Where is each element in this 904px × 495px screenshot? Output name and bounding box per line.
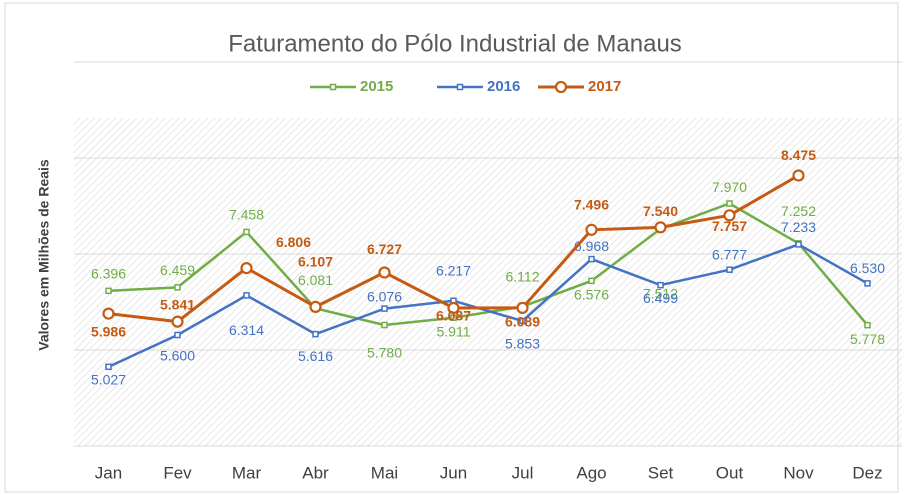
- point-marker: [381, 321, 388, 329]
- data-label: 6.396: [91, 266, 126, 282]
- data-label: 6.314: [229, 322, 264, 338]
- point-marker: [864, 280, 871, 287]
- data-label: 7.496: [574, 197, 609, 213]
- point-marker: [726, 200, 733, 207]
- data-label: 7.970: [712, 179, 747, 195]
- x-tick-label: Nov: [783, 463, 814, 482]
- point-marker: [516, 301, 529, 314]
- data-label: 5.778: [850, 331, 885, 347]
- data-label: 5.027: [91, 372, 126, 388]
- point-marker: [588, 255, 595, 263]
- point-marker: [312, 330, 319, 338]
- x-tick-label: Jul: [512, 463, 534, 482]
- data-label: 6.499: [643, 290, 678, 306]
- point-marker: [588, 277, 595, 285]
- legend-label: 2017: [588, 78, 621, 95]
- legend-label: 2015: [360, 78, 393, 95]
- data-label: 6.777: [712, 246, 747, 262]
- point-marker: [726, 266, 733, 273]
- point-marker: [243, 228, 250, 236]
- data-label: 6.081: [298, 272, 333, 288]
- data-label: 6.530: [850, 260, 885, 276]
- data-label: 7.512: [643, 286, 678, 302]
- data-label: 6.107: [298, 254, 333, 270]
- data-label: 5.600: [160, 348, 195, 364]
- point-marker: [864, 321, 871, 329]
- x-tick-label: Mar: [232, 463, 262, 482]
- point-marker: [378, 266, 391, 279]
- point-marker: [243, 292, 250, 299]
- point-marker: [657, 281, 664, 289]
- point-marker: [450, 314, 457, 322]
- chart-title: Faturamento do Pólo Industrial de Manaus: [228, 30, 682, 57]
- data-label: 7.252: [781, 203, 816, 219]
- data-label: 6.576: [574, 287, 609, 303]
- data-label: 7.458: [229, 207, 264, 223]
- point-marker: [585, 223, 598, 236]
- x-tick-label: Abr: [302, 463, 329, 482]
- data-label: 7.757: [712, 218, 747, 234]
- legend-marker: [554, 80, 568, 94]
- point-marker: [102, 307, 115, 320]
- point-marker: [105, 287, 112, 295]
- point-marker: [795, 241, 802, 248]
- data-label: 5.853: [505, 336, 540, 352]
- point-marker: [105, 363, 112, 371]
- x-tick-label: Out: [716, 463, 744, 482]
- point-marker: [171, 315, 184, 328]
- legend-marker: [329, 83, 337, 91]
- data-label: 6.087: [436, 308, 471, 324]
- x-tick-label: Ago: [576, 463, 606, 482]
- x-tick-label: Jun: [440, 463, 467, 482]
- x-tick-label: Fev: [163, 463, 192, 482]
- data-label: 6.076: [367, 288, 402, 304]
- data-label: 6.089: [505, 314, 540, 330]
- point-marker: [654, 221, 667, 234]
- data-label: 5.841: [160, 296, 195, 312]
- point-marker: [519, 317, 526, 325]
- point-marker: [174, 284, 181, 291]
- point-marker: [240, 261, 253, 275]
- data-label: 7.540: [643, 203, 678, 219]
- data-label: 6.459: [160, 262, 195, 278]
- x-tick-label: Dez: [852, 463, 882, 482]
- point-marker: [447, 301, 460, 315]
- data-label: 5.780: [367, 345, 402, 361]
- data-label: 6.806: [276, 234, 311, 250]
- data-label: 6.112: [506, 268, 540, 284]
- y-axis-label: Valores em Milhões de Reais: [36, 159, 52, 351]
- data-label: 5.616: [298, 348, 333, 364]
- point-marker: [381, 305, 388, 312]
- x-tick-label: Mai: [371, 463, 398, 482]
- data-label: 5.986: [91, 323, 126, 339]
- data-label: 8.475: [781, 147, 816, 163]
- point-marker: [174, 331, 181, 339]
- x-tick-label: Jan: [95, 463, 122, 482]
- data-label: 6.217: [436, 262, 471, 278]
- legend-marker: [456, 83, 464, 91]
- plot-area: [74, 118, 902, 446]
- series-line: [107, 243, 869, 368]
- point-marker: [309, 300, 322, 313]
- data-label: 5.911: [437, 323, 471, 339]
- point-marker: [792, 169, 805, 182]
- data-label: 6.727: [367, 241, 402, 257]
- legend-label: 2016: [487, 78, 520, 95]
- data-label: 7.233: [781, 219, 816, 235]
- point-marker: [723, 209, 736, 222]
- x-tick-label: Set: [648, 463, 674, 482]
